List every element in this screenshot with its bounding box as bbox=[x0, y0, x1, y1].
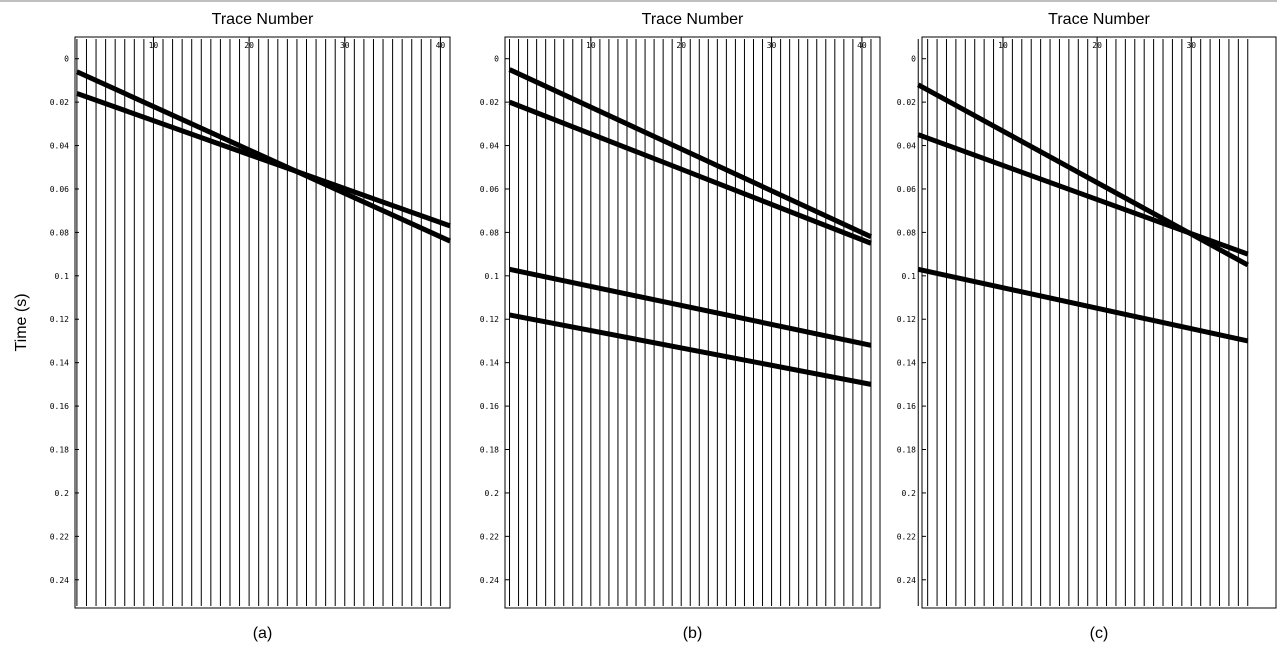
caption: (b) bbox=[683, 625, 703, 642]
plot-frame bbox=[75, 37, 450, 608]
y-tick-label: 0.16 bbox=[480, 402, 499, 411]
panel: 10 20 30 0 0.02 0.04 0.06 0.08 0.1 0.12 0.14 0.16 0.… bbox=[897, 11, 1276, 642]
y-tick-label: 0.04 bbox=[897, 142, 916, 151]
y-tick-label: 0.2 bbox=[902, 489, 917, 498]
caption: (a) bbox=[253, 625, 273, 642]
y-tick-label: 0 bbox=[911, 55, 916, 64]
y-tick-label: 0.08 bbox=[480, 228, 499, 237]
x-tick-label: 10 bbox=[586, 41, 596, 50]
y-tick-label: 0.18 bbox=[897, 446, 916, 455]
y-tick-label: 0.04 bbox=[480, 142, 499, 151]
event bbox=[918, 269, 1248, 341]
y-tick-label: 0.22 bbox=[897, 532, 916, 541]
y-tick-label: 0.02 bbox=[50, 98, 69, 107]
y-tick-label: 0.18 bbox=[480, 446, 499, 455]
x-axis-label: Trace Number bbox=[642, 11, 744, 28]
y-tick-label: 0.12 bbox=[50, 315, 69, 324]
y-tick-label: 0.22 bbox=[50, 532, 69, 541]
y-tick-label: 0 bbox=[494, 55, 499, 64]
figure: 10 20 30 40 0 0.02 0.04 0.06 0.08 0.1 0.12 0.14 0.16… bbox=[0, 0, 1277, 645]
x-tick-label: 30 bbox=[1186, 41, 1196, 50]
y-tick-label: 0.02 bbox=[480, 98, 499, 107]
y-tick-label: 0.1 bbox=[485, 272, 500, 281]
y-tick-label: 0.1 bbox=[902, 272, 917, 281]
event bbox=[77, 72, 450, 241]
x-tick-label: 40 bbox=[436, 41, 446, 50]
y-tick-label: 0.14 bbox=[897, 359, 916, 368]
y-tick-label: 0.16 bbox=[897, 402, 916, 411]
y-tick-label: 0.06 bbox=[50, 185, 69, 194]
y-tick-label: 0.2 bbox=[55, 489, 70, 498]
y-tick-label: 0.2 bbox=[485, 489, 500, 498]
y-tick-label: 0.06 bbox=[480, 185, 499, 194]
y-tick-label: 0.02 bbox=[897, 98, 916, 107]
panel: 10 20 30 40 0 0.02 0.04 0.06 0.08 0.1 0.12 0.14 0.16… bbox=[480, 11, 880, 642]
y-tick-label: 0.08 bbox=[50, 228, 69, 237]
x-tick-label: 40 bbox=[857, 41, 867, 50]
y-axis-label: Time (s) bbox=[13, 293, 30, 351]
event bbox=[77, 93, 450, 225]
y-tick-label: 0.16 bbox=[50, 402, 69, 411]
x-tick-label: 30 bbox=[340, 41, 350, 50]
x-tick-label: 30 bbox=[767, 41, 777, 50]
x-tick-label: 10 bbox=[149, 41, 159, 50]
y-tick-label: 0.24 bbox=[480, 576, 499, 585]
x-tick-label: 10 bbox=[998, 41, 1008, 50]
y-tick-label: 0.24 bbox=[50, 576, 69, 585]
x-axis-label: Trace Number bbox=[1048, 11, 1150, 28]
y-tick-label: 0.14 bbox=[480, 359, 499, 368]
y-tick-label: 0.18 bbox=[50, 446, 69, 455]
y-tick-label: 0.14 bbox=[50, 359, 69, 368]
y-tick-label: 0.12 bbox=[897, 315, 916, 324]
x-axis-label: Trace Number bbox=[212, 11, 314, 28]
y-tick-label: 0.1 bbox=[55, 272, 70, 281]
y-tick-label: 0.24 bbox=[897, 576, 916, 585]
panel: 10 20 30 40 0 0.02 0.04 0.06 0.08 0.1 0.12 0.14 0.16… bbox=[13, 11, 450, 642]
y-tick-label: 0.12 bbox=[480, 315, 499, 324]
x-tick-label: 20 bbox=[244, 41, 254, 50]
x-tick-label: 20 bbox=[676, 41, 686, 50]
caption: (c) bbox=[1090, 625, 1109, 642]
y-tick-label: 0.22 bbox=[480, 532, 499, 541]
event bbox=[918, 135, 1248, 254]
y-tick-label: 0.06 bbox=[897, 185, 916, 194]
x-tick-label: 20 bbox=[1092, 41, 1102, 50]
y-tick-label: 0.04 bbox=[50, 142, 69, 151]
y-tick-label: 0.08 bbox=[897, 228, 916, 237]
y-tick-label: 0 bbox=[64, 55, 69, 64]
